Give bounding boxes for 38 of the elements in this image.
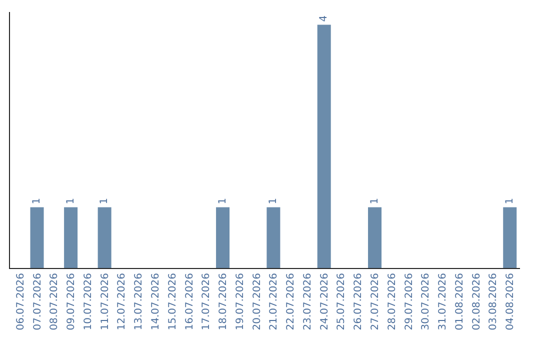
x-tick-label: 24.07.2026	[319, 273, 330, 330]
x-tick-label: 01.08.2026	[454, 273, 466, 330]
data-label: 1	[99, 198, 110, 204]
x-tick-label: 21.07.2026	[268, 273, 280, 330]
x-tick-label: 06.07.2026	[15, 273, 26, 330]
data-label: 1	[369, 198, 380, 204]
x-tick-label: 11.07.2026	[100, 273, 111, 330]
x-tick-label: 30.07.2026	[420, 273, 432, 330]
data-label: 1	[65, 198, 76, 204]
x-tick-label: 14.07.2026	[150, 273, 162, 330]
data-label: 1	[268, 198, 279, 204]
data-label: 1	[32, 198, 43, 204]
x-tick-label: 22.07.2026	[286, 273, 297, 330]
x-tick-label: 13.07.2026	[134, 273, 145, 330]
x-tick-label: 25.07.2026	[336, 273, 348, 330]
x-tick-label: 26.07.2026	[353, 273, 364, 330]
data-label: 4	[318, 15, 330, 22]
x-tick-label: 04.08.2026	[505, 273, 516, 330]
x-tick-label: 28.07.2026	[386, 273, 398, 330]
x-tick-label: 19.07.2026	[234, 273, 246, 330]
x-tick-label: 15.07.2026	[167, 273, 178, 330]
x-tick-label: 07.07.2026	[32, 273, 44, 330]
x-tick-label: 03.08.2026	[488, 273, 500, 330]
x-tick-label: 18.07.2026	[218, 273, 230, 330]
x-tick-label: 12.07.2026	[116, 273, 128, 330]
x-tick-label: 17.07.2026	[201, 273, 212, 330]
x-tick-label: 10.07.2026	[82, 273, 94, 330]
data-label: 1	[504, 198, 516, 204]
x-tick-label: 08.07.2026	[49, 273, 60, 330]
x-tick-label: 27.07.2026	[370, 273, 382, 330]
x-tick-label: 29.07.2026	[404, 273, 415, 330]
x-tick-label: 02.08.2026	[471, 273, 482, 330]
data-label: 1	[217, 198, 228, 204]
x-tick-label: 31.07.2026	[438, 273, 449, 330]
x-tick-label: 09.07.2026	[66, 273, 78, 330]
x-tick-label: 23.07.2026	[302, 273, 314, 330]
x-tick-label: 16.07.2026	[184, 273, 196, 330]
x-tick-label: 20.07.2026	[252, 273, 263, 330]
